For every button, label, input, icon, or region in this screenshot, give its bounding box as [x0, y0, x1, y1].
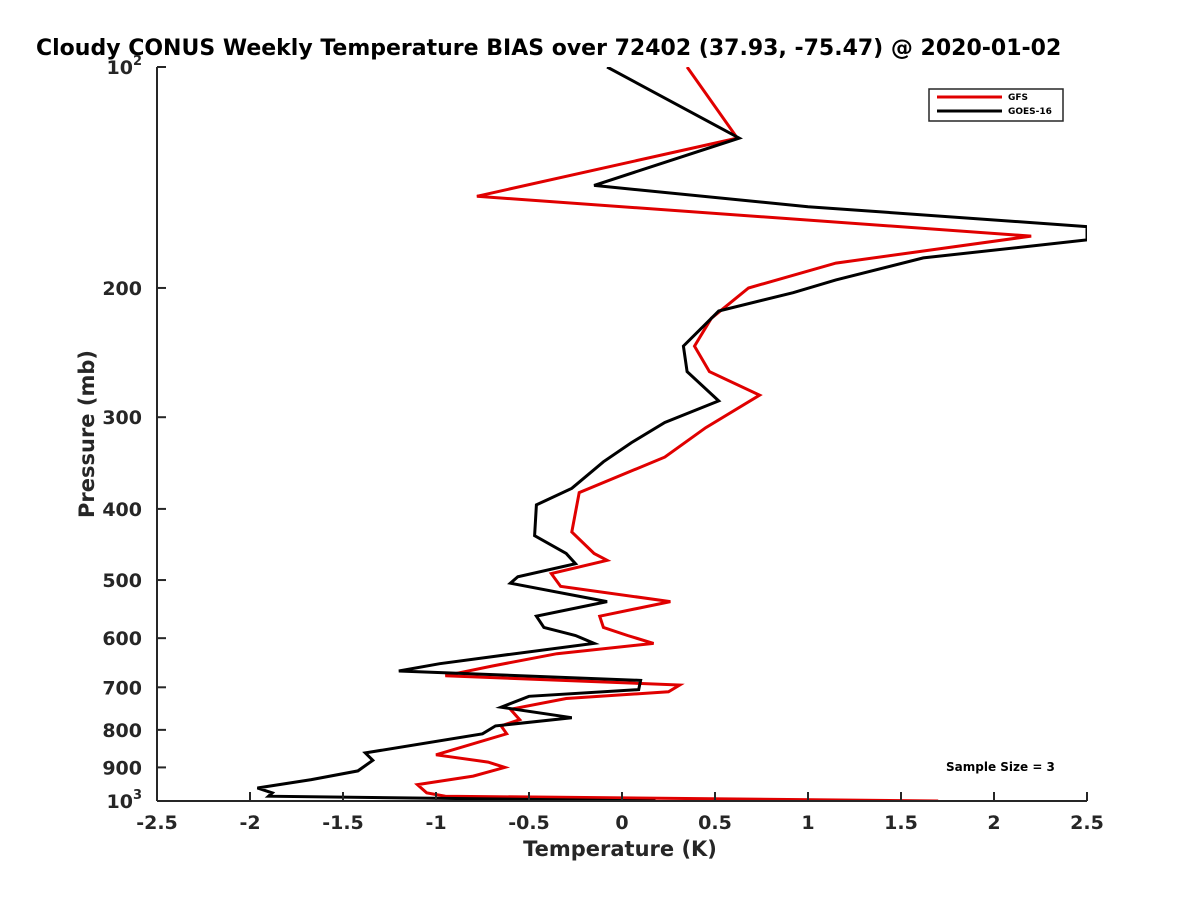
- x-tick-label: -2: [239, 812, 260, 834]
- y-tick-label: 700: [102, 677, 142, 699]
- x-tick-label: 0.5: [698, 812, 732, 834]
- y-tick-label: 500: [102, 570, 142, 592]
- y-tick-label: 300: [102, 407, 142, 429]
- legend-label-goes16: GOES-16: [1008, 107, 1052, 117]
- series-line-gfs: [414, 67, 1032, 801]
- series-layer: [256, 67, 1087, 801]
- sample-size-annotation: Sample Size = 3: [946, 760, 1055, 774]
- x-tick-label: -1: [425, 812, 446, 834]
- y-tick-label: 103: [107, 788, 143, 813]
- x-tick-label: 1: [801, 812, 814, 834]
- x-tick-label: -1.5: [322, 812, 364, 834]
- legend: GFS GOES-16: [928, 88, 1064, 122]
- x-axis-label: Temperature (K): [523, 837, 717, 861]
- x-tick-label: 2.5: [1070, 812, 1104, 834]
- x-tick-label: 0: [615, 812, 628, 834]
- x-tick-label: -0.5: [508, 812, 550, 834]
- legend-label-gfs: GFS: [1008, 93, 1028, 103]
- series-line-goes16: [256, 67, 1087, 801]
- y-axis-label: Pressure (mb): [75, 350, 99, 518]
- x-tick-label: 2: [987, 812, 1000, 834]
- x-tick-label: -2.5: [136, 812, 178, 834]
- y-tick-label: 800: [102, 720, 142, 742]
- x-tick-label: 1.5: [884, 812, 918, 834]
- y-tick-label: 200: [102, 278, 142, 300]
- y-tick-label: 900: [102, 757, 142, 779]
- y-tick-label: 600: [102, 628, 142, 650]
- y-tick-label: 400: [102, 499, 142, 521]
- x-ticks: -2.5 -2 -1.5 -1 -0.5 0 0.5 1 1.5 2 2.5: [136, 792, 1104, 834]
- legend-box: [928, 88, 1064, 122]
- chart-title: Cloudy CONUS Weekly Temperature BIAS ove…: [36, 36, 1061, 61]
